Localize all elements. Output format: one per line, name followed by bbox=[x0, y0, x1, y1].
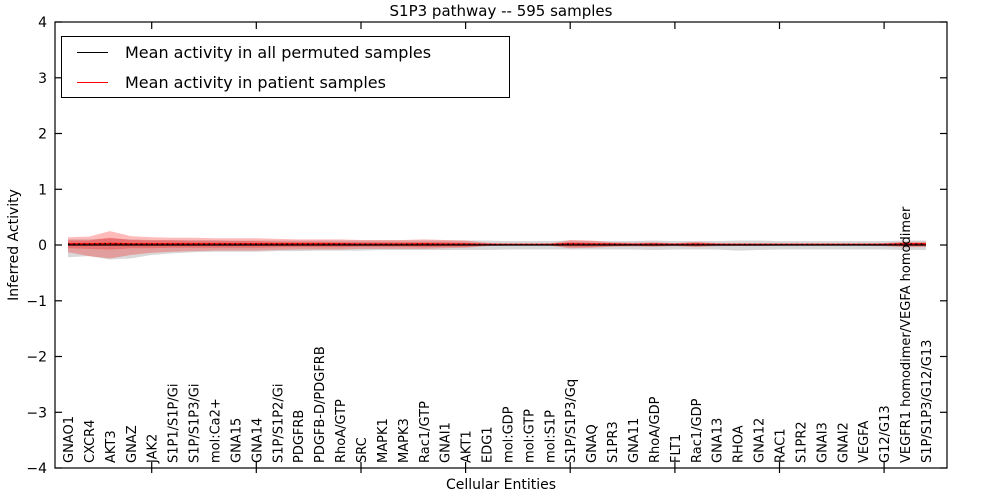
x-tick-label: EDG1 bbox=[481, 426, 496, 463]
y-tick-label: 2 bbox=[38, 127, 47, 143]
y-tick-label: 4 bbox=[38, 15, 47, 31]
patient-line-swatch bbox=[77, 81, 108, 83]
x-tick-label: GNAQ bbox=[585, 424, 600, 463]
x-tick-label: S1PR2 bbox=[794, 421, 809, 463]
x-tick-label: G12/G13 bbox=[878, 405, 893, 463]
patient-band-inner bbox=[68, 237, 926, 250]
y-tick-label: 1 bbox=[38, 182, 47, 198]
legend-item-permuted: Mean activity in all permuted samples bbox=[62, 40, 509, 64]
x-tick-label: RhoA/GDP bbox=[648, 396, 663, 463]
x-tick-label: FLT1 bbox=[669, 434, 684, 463]
legend-label-patient: Mean activity in patient samples bbox=[125, 72, 386, 92]
legend-item-patient: Mean activity in patient samples bbox=[62, 70, 509, 94]
x-tick-label: mol:Ca2+ bbox=[209, 398, 224, 463]
x-tick-label: S1PR3 bbox=[606, 421, 621, 463]
x-tick-label: GNA12 bbox=[753, 418, 768, 463]
x-tick-label: GNAI1 bbox=[439, 422, 454, 463]
x-tick-label: GNAI3 bbox=[815, 422, 830, 463]
x-tick-label: Rac1/GTP bbox=[418, 401, 433, 463]
x-tick-label: CXCR4 bbox=[83, 420, 98, 463]
x-tick-label: GNA14 bbox=[250, 418, 265, 463]
x-tick-label: S1P/S1P3/Gq bbox=[564, 379, 579, 463]
x-tick-label: JAK2 bbox=[146, 434, 161, 464]
x-tick-label: PDGFB-D/PDGFRB bbox=[313, 346, 328, 463]
x-tick-label: GNAI2 bbox=[836, 422, 851, 463]
x-tick-label: MAPK1 bbox=[376, 418, 391, 463]
x-tick-label: VEGFR1 homodimer/VEGFA homodimer bbox=[899, 206, 914, 463]
x-tick-label: MAPK3 bbox=[397, 418, 412, 463]
chart-title: S1P3 pathway -- 595 samples bbox=[389, 2, 613, 20]
y-tick-label: −3 bbox=[26, 405, 47, 421]
x-tick-label: GNA11 bbox=[627, 418, 642, 463]
y-axis-label: Inferred Activity bbox=[6, 189, 22, 301]
legend: Mean activity in all permuted samples Me… bbox=[61, 36, 510, 98]
x-tick-label: GNA13 bbox=[711, 418, 726, 463]
x-tick-label: GNAZ bbox=[125, 425, 140, 463]
x-tick-label: RAC1 bbox=[774, 428, 789, 463]
x-tick-label: VEGFA bbox=[857, 421, 872, 463]
x-axis-label: Cellular Entities bbox=[445, 477, 557, 493]
permuted-line-swatch bbox=[77, 51, 108, 53]
y-tick-label: −2 bbox=[26, 350, 47, 366]
y-tick-label: −1 bbox=[26, 294, 47, 310]
x-tick-label: SRC bbox=[355, 437, 370, 463]
x-tick-label: AKT1 bbox=[460, 430, 475, 463]
x-tick-label: Rac1/GDP bbox=[690, 398, 705, 463]
x-tick-label: RHOA bbox=[732, 425, 747, 463]
x-tick-label: PDGFRB bbox=[292, 410, 307, 463]
x-tick-label: GNA15 bbox=[229, 418, 244, 463]
x-tick-label: S1P/S1P2/Gi bbox=[271, 384, 286, 463]
x-tick-label: AKT3 bbox=[104, 430, 119, 463]
x-tick-label: mol:GTP bbox=[522, 409, 537, 463]
x-tick-label: S1P/S1P3/G12/G13 bbox=[920, 340, 935, 463]
x-tick-label: GNAO1 bbox=[62, 416, 77, 463]
y-tick-label: 0 bbox=[38, 238, 47, 254]
x-tick-label: mol:S1P bbox=[543, 410, 558, 463]
x-tick-label: S1P/S1P3/Gi bbox=[188, 384, 203, 463]
y-tick-label: −4 bbox=[26, 461, 47, 477]
legend-label-permuted: Mean activity in all permuted samples bbox=[125, 42, 432, 62]
x-tick-label: RhoA/GTP bbox=[334, 399, 349, 463]
x-tick-label: mol:GDP bbox=[502, 406, 517, 463]
y-tick-label: 3 bbox=[38, 71, 47, 87]
x-tick-label: S1P1/S1P/Gi bbox=[167, 384, 182, 463]
